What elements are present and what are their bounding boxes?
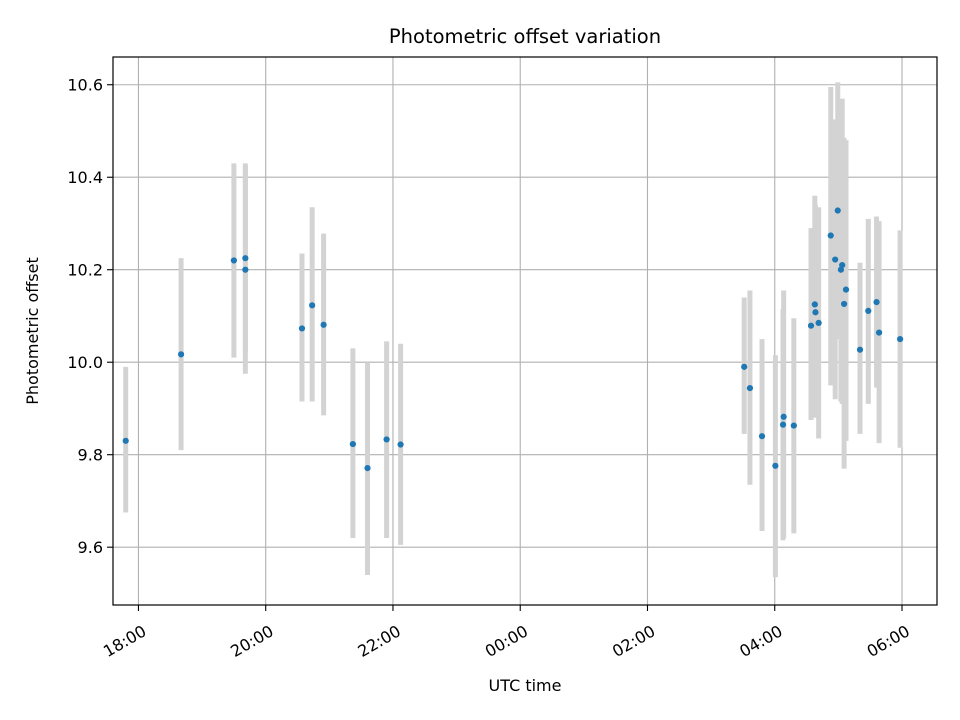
- data-point: [873, 298, 880, 306]
- data-point: [242, 266, 249, 273]
- data-point: [812, 309, 819, 316]
- data-point: [807, 322, 815, 329]
- data-point: [309, 302, 316, 309]
- y-tick-label: 9.6: [78, 538, 103, 557]
- data-point: [790, 422, 797, 429]
- data-point: [349, 440, 356, 448]
- data-point: [230, 257, 237, 264]
- chart-title: Photometric offset variation: [389, 25, 661, 48]
- data-point: [779, 421, 787, 428]
- data-point: [834, 207, 841, 214]
- y-axis: 9.6 9.8 10.0 10.2 10.4 10.6: [67, 76, 113, 557]
- data-point: [832, 256, 839, 263]
- data-point: [815, 319, 822, 327]
- data-point: [772, 462, 779, 469]
- data-point: [827, 232, 834, 239]
- data-point: [896, 335, 904, 343]
- data-points: [122, 207, 904, 472]
- data-point: [865, 307, 872, 314]
- plot-area: [113, 57, 937, 605]
- y-tick-label: 10.2: [67, 261, 103, 280]
- data-point: [364, 465, 371, 472]
- data-point: [780, 413, 787, 420]
- data-point: [839, 262, 846, 269]
- data-point: [383, 436, 390, 443]
- data-point: [741, 363, 748, 370]
- data-point: [298, 325, 306, 332]
- data-point: [177, 351, 185, 358]
- data-point: [242, 255, 249, 262]
- data-point: [811, 301, 818, 308]
- y-axis-label: Photometric offset: [23, 257, 42, 405]
- data-point: [841, 300, 848, 308]
- data-point: [875, 329, 883, 336]
- data-point: [746, 385, 754, 392]
- plot-frame: [112, 56, 938, 606]
- x-axis-label: UTC time: [489, 676, 562, 695]
- y-tick-label: 10.4: [67, 168, 103, 187]
- data-point: [856, 346, 864, 353]
- data-point: [320, 321, 327, 328]
- data-point: [842, 286, 850, 293]
- data-point: [758, 433, 766, 440]
- y-tick-label: 10.6: [67, 76, 103, 95]
- data-point: [397, 441, 404, 448]
- y-tick-label: 10.0: [67, 353, 103, 372]
- data-point: [122, 437, 129, 444]
- y-tick-label: 9.8: [78, 446, 103, 465]
